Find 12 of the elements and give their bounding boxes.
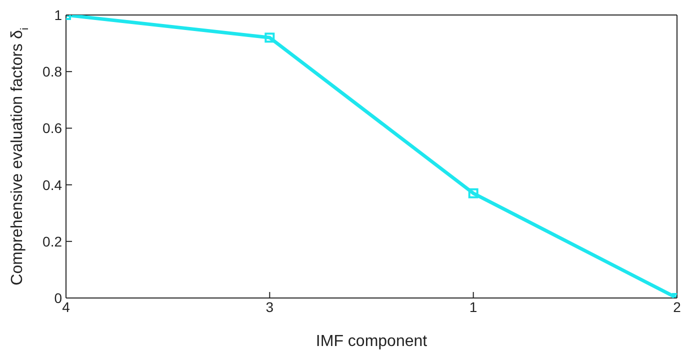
x-axis-title: IMF component xyxy=(316,333,428,350)
y-tick-label: 0 xyxy=(54,290,62,306)
y-tick-label: 0.2 xyxy=(42,233,62,250)
x-tick-label: 1 xyxy=(469,298,478,315)
x-tick-label: 4 xyxy=(62,298,70,315)
y-tick-label: 1 xyxy=(54,6,62,23)
x-tick-label: 2 xyxy=(673,298,682,315)
line-series xyxy=(66,15,677,298)
y-tick-label: 0.6 xyxy=(42,120,62,136)
x-tick-label: 3 xyxy=(266,298,274,315)
y-tick-label: 0.4 xyxy=(42,176,62,193)
y-tick-label: 0.8 xyxy=(42,64,62,80)
